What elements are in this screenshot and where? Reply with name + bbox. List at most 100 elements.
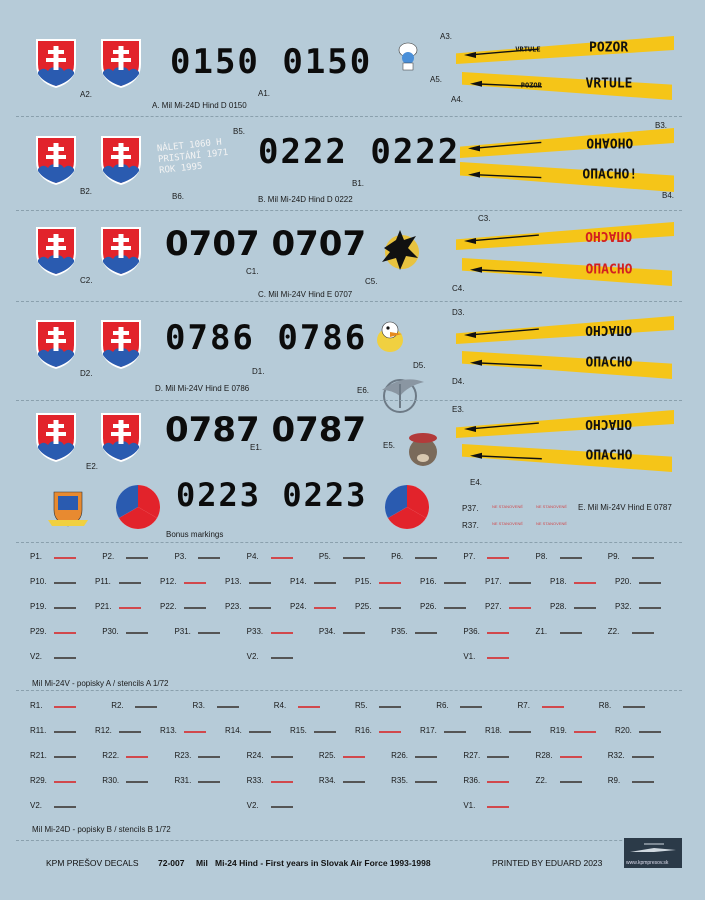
smurf-emblem (396, 42, 420, 72)
stencil-mark (622, 706, 645, 708)
stencil-label: P35. (391, 627, 408, 636)
svg-text:OПАСНО: OПАСНО (585, 416, 632, 431)
stencil-mark (198, 557, 221, 559)
stencil-mark (198, 632, 221, 634)
stencil-mark (487, 756, 510, 758)
stencil-mark (119, 731, 141, 733)
stencil-label: R6. (436, 701, 449, 710)
stencil-mark (487, 657, 510, 659)
caption-e: E. Mil Mi-24V Hind E 0787 (578, 503, 672, 512)
shield-c-1 (33, 224, 79, 278)
footer-brand: KPM PREŠOV DECALS (46, 858, 139, 868)
label-e3: E3. (452, 405, 465, 414)
stencil-mark (184, 582, 206, 584)
stencil-mark (379, 706, 401, 708)
stencil-label: P22. (160, 602, 177, 611)
winged-emblem (378, 372, 428, 418)
stencil-label: R30. (102, 776, 120, 785)
stencil-label: P6. (391, 552, 404, 561)
stencil-label: R9. (607, 776, 621, 785)
stencil-label: R8. (598, 701, 612, 710)
stencil-label: P30. (102, 627, 119, 636)
svg-text:VRTULE: VRTULE (586, 76, 633, 91)
stencil-mark (126, 557, 149, 559)
shield-b-2 (98, 133, 144, 187)
stencil-label: P10. (30, 577, 47, 586)
stencil-label: R17. (420, 726, 437, 735)
stencil-mark (639, 731, 661, 733)
label-b4: B4. (662, 191, 675, 200)
svg-text:OПАСНО: OПАСНО (585, 322, 632, 337)
stencil-mark (270, 632, 293, 634)
stencil-mark (270, 806, 293, 808)
stencil-label: R20. (615, 726, 632, 735)
stencil-label: P11. (95, 577, 111, 586)
stencil-mark (270, 657, 293, 659)
label-d4: D4. (452, 377, 465, 386)
stencil-label: P33. (246, 627, 264, 636)
shield-d-2 (98, 317, 144, 371)
stencil-small-4: NE STANOVENÉ (536, 521, 568, 526)
stencil-label: P2. (102, 552, 115, 561)
stencil-label: P31. (174, 627, 191, 636)
stencil-label: P27. (485, 602, 502, 611)
stencil-label: P5. (318, 552, 331, 561)
svg-text:VRTULE: VRTULE (515, 45, 540, 53)
stencil-mark (487, 781, 510, 783)
shield-d-1 (33, 317, 79, 371)
caption-a: A. Mil Mi-24D Hind D 0150 (152, 101, 247, 110)
label-c1: C1. (246, 267, 259, 276)
stencil-mark (249, 582, 271, 584)
stencil-mark (216, 706, 239, 708)
number-b: 0222 0222 (258, 132, 461, 172)
number-a: 0150 0150 (170, 42, 373, 82)
stencil-mark (379, 731, 401, 733)
label-c5: C5. (365, 277, 378, 286)
stencil-label: V2. (30, 801, 43, 810)
stencil-label: P16. (420, 577, 437, 586)
stencil-label: R34. (318, 776, 336, 785)
stencil-flight-record: NÁLET 1060 H PRISTÁNÍ 1971 ROK 1995 (156, 134, 238, 184)
stencil-mark (270, 557, 293, 559)
shield-b-1 (33, 133, 79, 187)
banner-c-bottom: OПАСНО (462, 258, 672, 295)
stencil-mark (198, 781, 221, 783)
stencil-label: R27. (463, 751, 481, 760)
number-c: 0707 0707 (165, 224, 367, 264)
banner-e-bottom: OПАСНО (462, 444, 672, 481)
stencil-mark (184, 731, 206, 733)
stencil-label: R4. (273, 701, 287, 710)
number-d: 0786 0786 (165, 318, 368, 358)
label-b1: B1. (352, 179, 365, 188)
stencil-mark (119, 607, 141, 609)
stencil-mark (270, 781, 293, 783)
svg-text:OПАСНО: OПАСНО (586, 262, 633, 277)
stencil-mark (415, 756, 438, 758)
stencil-mark (574, 607, 596, 609)
dragon-emblem (378, 228, 422, 274)
label-b6: B6. (172, 192, 185, 201)
stencil-label: R13. (160, 726, 177, 735)
stencil-label: V2. (246, 652, 259, 661)
separator (16, 542, 682, 543)
stencil-mark (509, 607, 531, 609)
svg-text:POZOR: POZOR (521, 81, 543, 89)
duck-emblem (372, 320, 408, 354)
stencil-label: R22. (102, 751, 120, 760)
label-e4: E4. (470, 478, 483, 487)
label-e1: E1. (250, 443, 263, 452)
stencil-mark (54, 781, 76, 783)
stencil-label: P12. (160, 577, 177, 586)
stencil-mark (559, 756, 582, 758)
stencil-mark (198, 756, 221, 758)
stencil-mark (509, 731, 531, 733)
stencil-label: P3. (174, 552, 187, 561)
stencil-label: R12. (95, 726, 112, 735)
stencil-mark (559, 557, 582, 559)
stencil-mark (54, 632, 76, 634)
stencil-label: P32. (615, 602, 632, 611)
stencil-label: Z1. (535, 627, 548, 636)
footer-title-prefix: Mil (196, 858, 208, 868)
stencil-label: R2. (111, 701, 124, 710)
stencil-label: V2. (30, 652, 43, 661)
